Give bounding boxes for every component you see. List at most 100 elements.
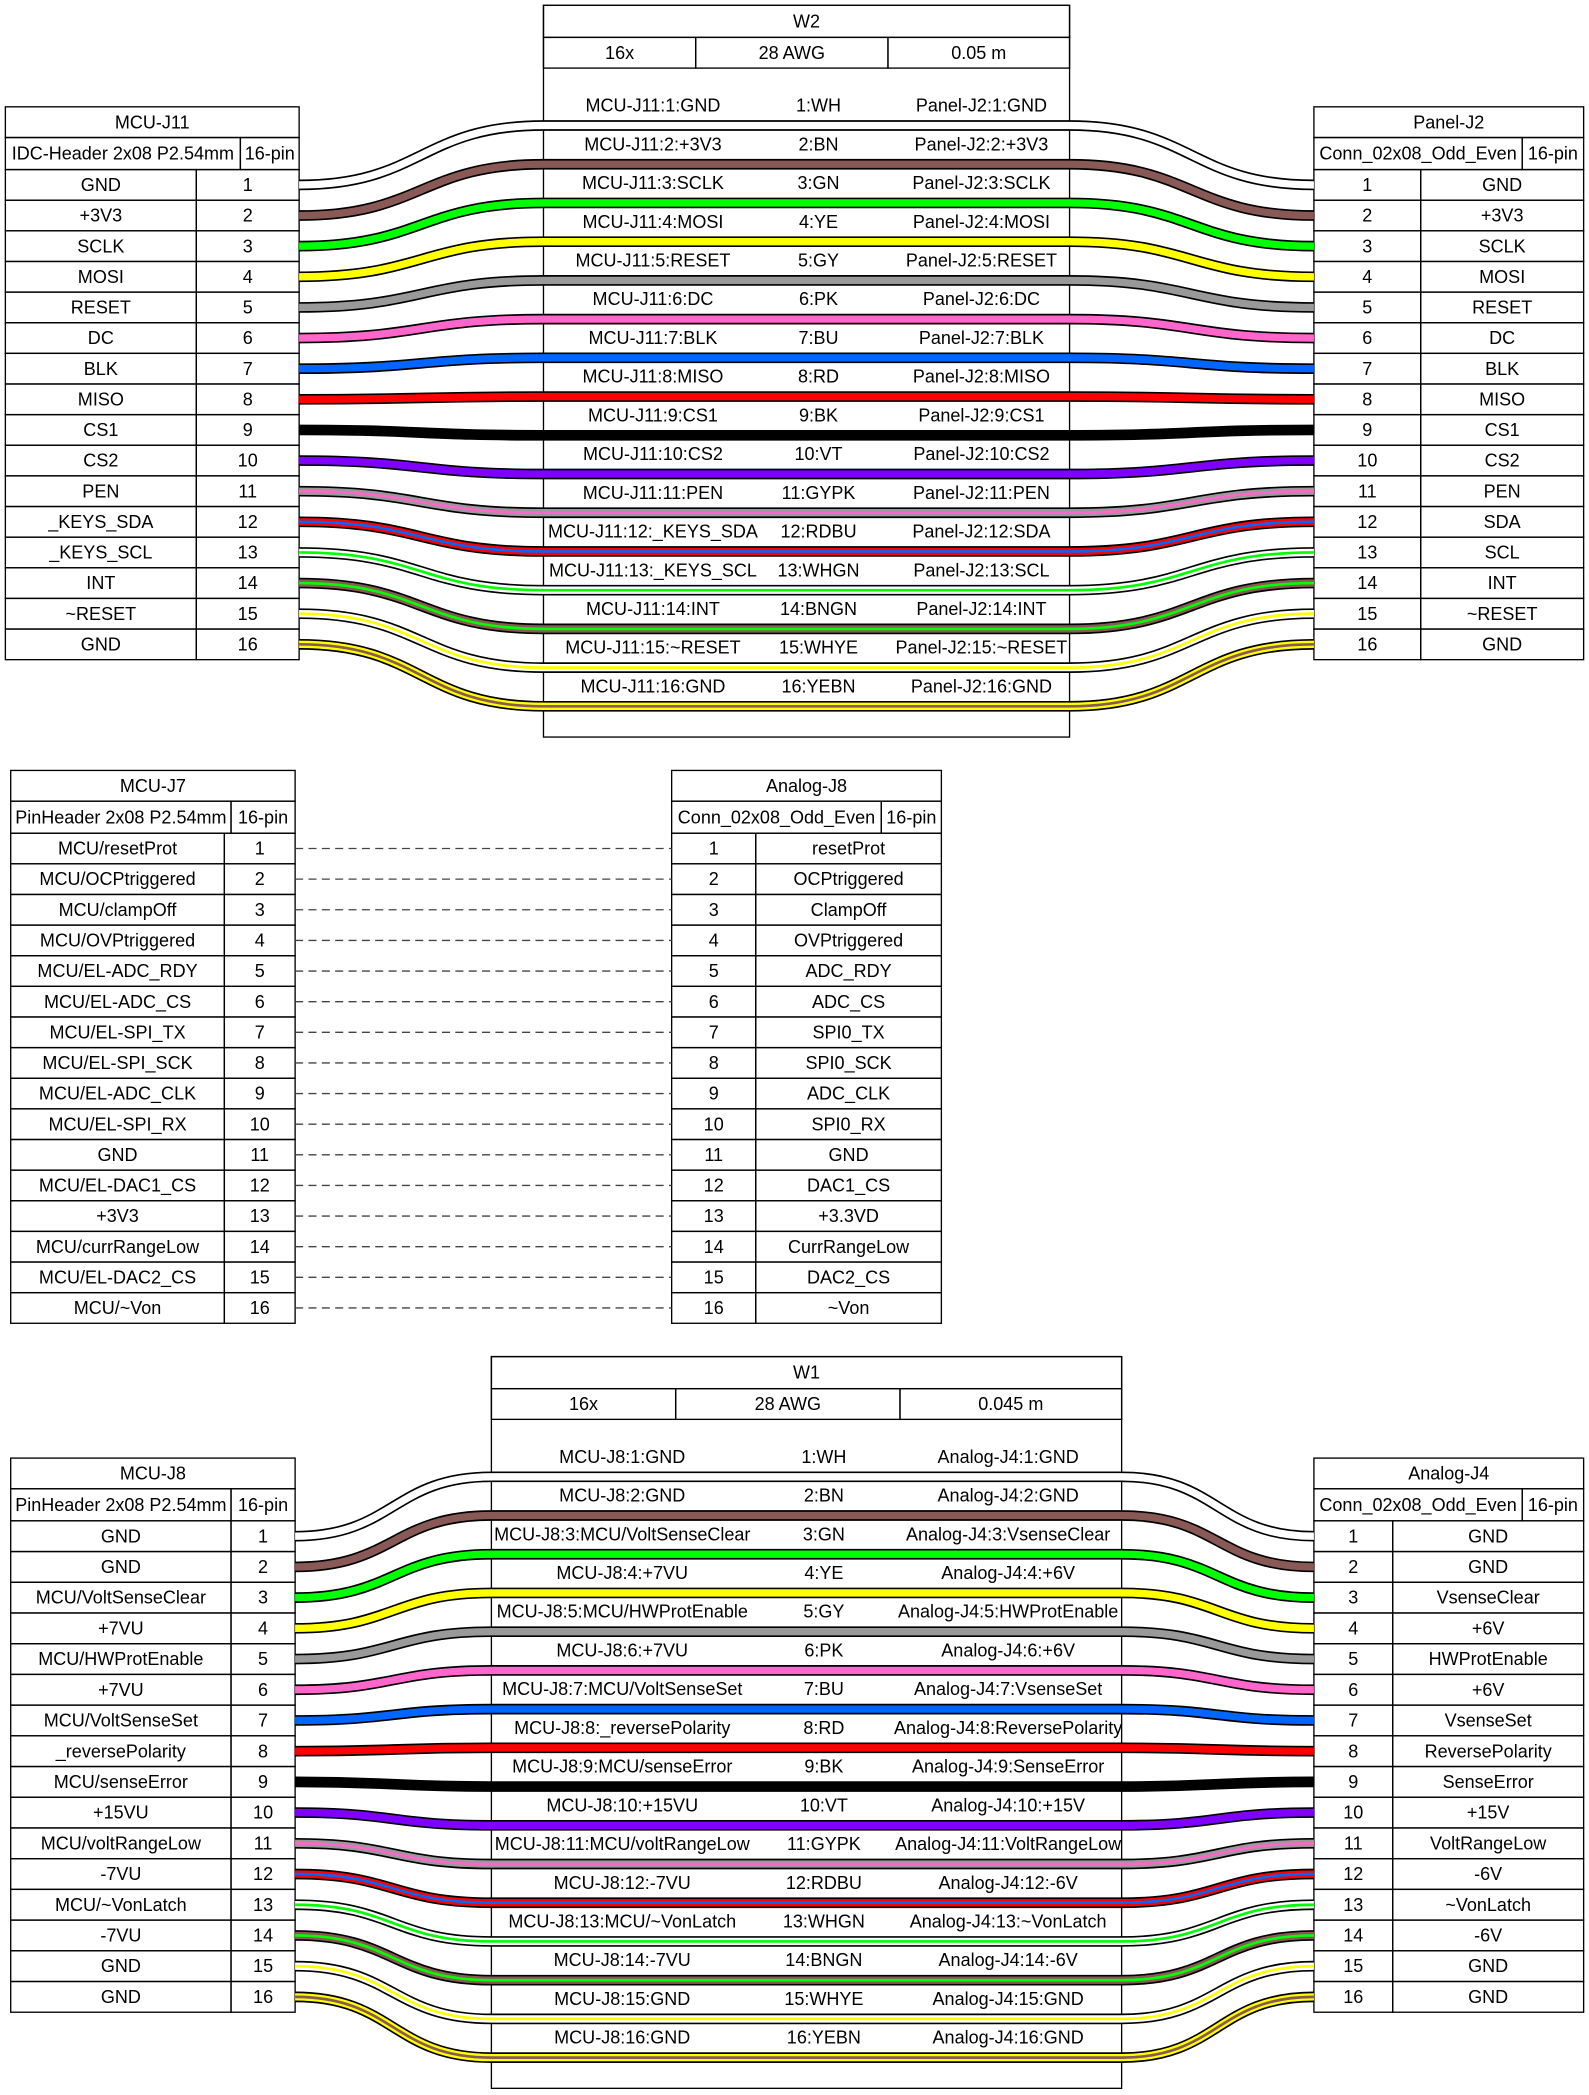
pin-label: GND: [1468, 1557, 1508, 1577]
pin-label: ClampOff: [811, 900, 888, 920]
wire-from: MCU-J8:16:GND: [554, 2028, 690, 2048]
pin-label: MCU/EL-SPI_RX: [48, 1114, 186, 1135]
pin-number: 3: [243, 236, 253, 256]
wire-code: 5:GY: [798, 250, 839, 270]
wire-to: Panel-J2:8:MISO: [913, 367, 1050, 387]
pin-number: 11: [250, 1145, 269, 1165]
connector-type: PinHeader 2x08 P2.54mm: [15, 807, 226, 827]
connector-title: MCU-J7: [120, 776, 186, 796]
pin-number: 1: [1348, 1526, 1358, 1546]
wire-from: MCU-J11:8:MISO: [583, 367, 724, 387]
wire-from: MCU-J8:13:MCU/~VonLatch: [508, 1912, 736, 1932]
wire-to: Analog-J4:9:SenseError: [912, 1757, 1104, 1777]
wire-code: 8:RD: [803, 1718, 844, 1738]
wire-code: 13:WHGN: [783, 1912, 865, 1932]
pin-number: 2: [255, 869, 265, 889]
wire-code: 9:BK: [804, 1757, 843, 1777]
pin-number: 16: [253, 1987, 273, 2007]
wire-to: Panel-J2:13:SCL: [913, 560, 1049, 580]
pin-label: GND: [101, 1557, 141, 1577]
pin-label: SPI0_RX: [812, 1114, 886, 1135]
pin-number: 2: [243, 206, 253, 226]
pin-number: 12: [1357, 512, 1377, 532]
pin-number: 3: [255, 900, 265, 920]
pin-number: 6: [709, 992, 719, 1012]
wire-to: Panel-J2:5:RESET: [906, 250, 1057, 270]
pin-label: DAC2_CS: [807, 1267, 890, 1288]
pin-label: DC: [88, 328, 114, 348]
wire-from: MCU-J8:9:MCU/senseError: [512, 1757, 732, 1777]
wire: [295, 1744, 1314, 1755]
wire-to: Panel-J2:16:GND: [911, 676, 1052, 696]
pin-number: 4: [255, 931, 265, 951]
pin-number: 8: [1362, 389, 1372, 409]
wire-from: MCU-J11:4:MOSI: [583, 212, 724, 232]
wire: [299, 426, 1314, 439]
pin-number: 13: [250, 1206, 270, 1226]
pin-number: 12: [1343, 1864, 1363, 1884]
wire-to: Analog-J4:10:+15V: [931, 1795, 1085, 1815]
pin-label: -6V: [1474, 1864, 1502, 1884]
pin-number: 2: [258, 1557, 268, 1577]
pin-label: ADC_CS: [812, 992, 885, 1013]
wire: [295, 1705, 1314, 1725]
pin-number: 7: [255, 1022, 265, 1042]
pin-label: MCU/OCPtriggered: [39, 869, 195, 889]
pin-label: MCU/senseError: [54, 1772, 188, 1792]
cable-count: 16x: [605, 43, 634, 63]
pin-label: OVPtriggered: [794, 931, 903, 951]
pin-number: 6: [1362, 328, 1372, 348]
wire-code: 6:PK: [804, 1640, 843, 1660]
wire-code: 10:VT: [800, 1795, 848, 1815]
wire-to: Analog-J4:15:GND: [933, 1989, 1084, 2009]
pin-label-cell: [755, 1291, 943, 1324]
pin-label: HWProtEnable: [1429, 1649, 1548, 1669]
pin-number: 14: [250, 1237, 270, 1257]
connector-pincount: 16-pin: [886, 807, 936, 827]
pin-number: 16: [704, 1298, 724, 1318]
pin-number: 4: [258, 1618, 268, 1638]
pin-number: 8: [1348, 1741, 1358, 1761]
wire: [299, 121, 1314, 189]
pin-number: 11: [1344, 1833, 1363, 1853]
wire-code: 4:YE: [799, 212, 838, 232]
pin-label: MCU/~VonLatch: [55, 1895, 187, 1915]
pin-label: GND: [98, 1145, 138, 1165]
connector-pincount: 16-pin: [238, 1495, 288, 1515]
pin-label: MCU/EL-DAC2_CS: [39, 1267, 196, 1288]
wire-to: Panel-J2:9:CS1: [918, 405, 1044, 425]
pin-label: PEN: [82, 481, 119, 501]
pin-number: 10: [238, 451, 258, 471]
wire-code: 3:GN: [798, 173, 840, 193]
pin-label: MCU/voltRangeLow: [41, 1833, 202, 1853]
wire-to: Analog-J4:1:GND: [938, 1447, 1079, 1467]
pin-label: RESET: [71, 298, 131, 318]
wire: [295, 1808, 1314, 1829]
wire-to: Analog-J4:16:GND: [933, 2028, 1084, 2048]
pin-label: +15VU: [93, 1803, 149, 1823]
pin-number: 15: [1357, 604, 1377, 624]
wire-code: 15:WHYE: [779, 638, 858, 658]
wire-stripe: [295, 1995, 1314, 2059]
wire: [295, 1589, 1314, 1633]
pin-number: 7: [1362, 359, 1372, 379]
pin-label: ~RESET: [66, 604, 137, 624]
wire-to: Panel-J2:11:PEN: [913, 483, 1050, 503]
pin-label: MCU/EL-ADC_CS: [44, 992, 191, 1013]
wire: [299, 199, 1314, 250]
pin-number: 7: [258, 1711, 268, 1731]
pin-label: +3V3: [80, 206, 123, 226]
wire-stripe: [299, 551, 1314, 592]
pin-label: -6V: [1474, 1926, 1502, 1946]
pin-label: SCLK: [1479, 236, 1526, 256]
wire: [295, 1627, 1314, 1663]
wire-code: 2:BN: [799, 134, 839, 154]
wire-code: 2:BN: [804, 1486, 844, 1506]
wire-from: MCU-J11:15:~RESET: [565, 638, 740, 658]
cable-length-cell: [887, 36, 1071, 69]
pin-number: 14: [1343, 1926, 1363, 1946]
connector-type: Conn_02x08_Odd_Even: [678, 807, 875, 828]
pin-label: GND: [1482, 634, 1522, 654]
wire-from: MCU-J8:6:+7VU: [556, 1640, 688, 1660]
pin-label: VoltRangeLow: [1430, 1833, 1547, 1853]
